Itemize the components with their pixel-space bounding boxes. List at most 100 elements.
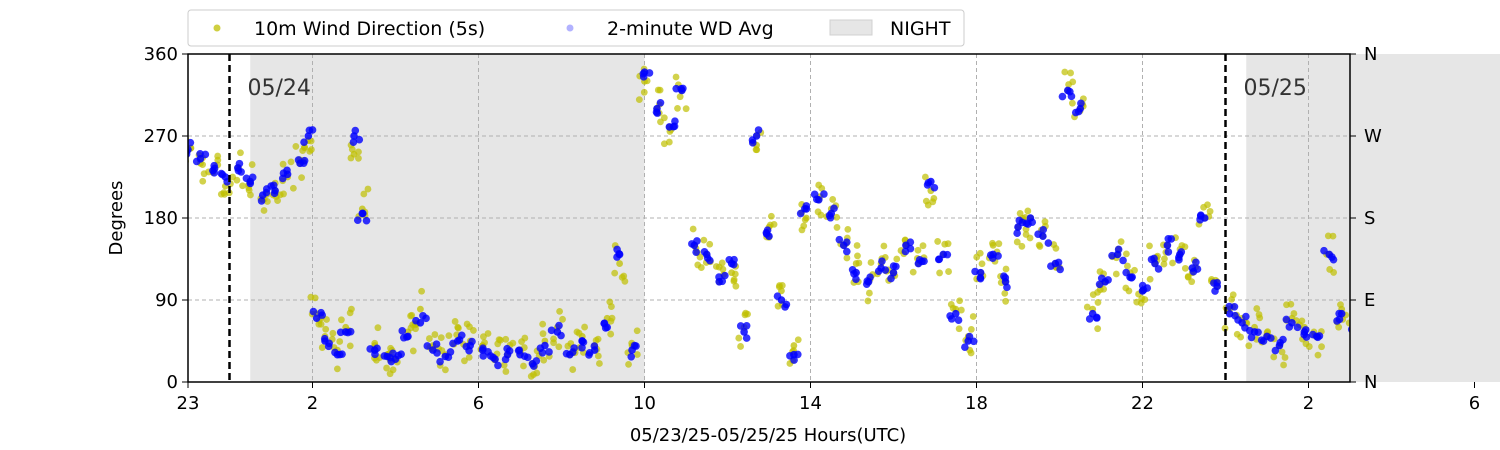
data-point (331, 348, 339, 357)
data-point (790, 342, 798, 349)
data-point (1257, 336, 1266, 344)
data-point (501, 355, 510, 364)
data-point (1123, 250, 1130, 258)
data-point (494, 361, 502, 370)
data-point (995, 240, 1003, 248)
data-point (596, 360, 603, 367)
data-point (1146, 275, 1154, 283)
data-point (353, 216, 362, 225)
axis-layer: 23261014182226101418222090180270360NESWN (144, 44, 1481, 414)
data-point (283, 166, 291, 175)
data-point (1281, 354, 1289, 361)
data-point (329, 329, 337, 337)
data-point (829, 196, 837, 203)
data-point (1245, 326, 1254, 335)
legend-marker (213, 24, 221, 32)
data-point (523, 353, 532, 362)
y-tick-label: 90 (155, 290, 178, 311)
data-point (466, 323, 473, 331)
data-point (767, 212, 775, 220)
data-point (801, 216, 809, 224)
data-point (1279, 335, 1287, 344)
data-point (306, 147, 314, 155)
data-point (1225, 302, 1234, 311)
data-point (412, 316, 420, 325)
data-point (862, 280, 871, 288)
data-point (1035, 241, 1043, 249)
legend-box (187, 9, 965, 47)
x-tick-label: 10 (633, 393, 656, 414)
data-point (1067, 69, 1074, 77)
data-point (556, 307, 563, 315)
data-point (854, 252, 861, 260)
data-point (347, 154, 355, 162)
data-point (718, 259, 726, 267)
data-point (260, 207, 268, 214)
data-point (1044, 239, 1053, 247)
data-point (245, 186, 253, 194)
data-point (994, 252, 1002, 260)
data-point (735, 334, 743, 342)
data-point (364, 185, 372, 193)
data-point (1253, 305, 1261, 312)
data-point (371, 350, 379, 359)
data-point (696, 253, 704, 261)
data-point (518, 338, 525, 346)
data-point (1335, 309, 1343, 318)
data-point (355, 148, 362, 156)
data-point (333, 365, 341, 373)
data-point (1124, 262, 1131, 270)
data-point (652, 108, 661, 116)
data-point (606, 298, 614, 306)
data-point (1022, 231, 1030, 238)
data-point (1188, 278, 1196, 286)
data-point (351, 126, 360, 135)
data-point (1163, 241, 1172, 250)
data-point (867, 259, 875, 266)
data-point (600, 319, 609, 327)
data-point (1335, 323, 1343, 331)
data-point (1125, 287, 1133, 295)
data-point (436, 357, 444, 366)
x-tick-label: 2 (1303, 393, 1314, 414)
data-point (446, 348, 455, 356)
x-tick-label: 22 (1131, 393, 1154, 414)
data-point (279, 160, 287, 168)
data-point (1108, 251, 1116, 260)
data-point (423, 342, 432, 350)
x-tick-label: 6 (473, 393, 484, 414)
data-point (1133, 298, 1141, 306)
data-point (322, 325, 330, 333)
x-tick-label: 23 (177, 393, 200, 414)
data-point (383, 364, 390, 372)
compass-tick-label: E (1364, 290, 1375, 311)
data-point (1024, 207, 1032, 215)
data-point (532, 357, 541, 365)
data-point (1189, 267, 1198, 276)
data-point (468, 337, 476, 346)
data-point (635, 96, 643, 103)
data-point (1054, 258, 1063, 267)
data-point (336, 338, 344, 345)
data-point (1001, 289, 1009, 297)
data-point (299, 147, 307, 155)
data-point (748, 139, 757, 147)
data-point (969, 337, 978, 346)
data-point (346, 327, 355, 336)
data-point (692, 248, 700, 256)
data-point (1267, 334, 1275, 342)
data-point (309, 307, 318, 316)
data-point (409, 347, 417, 355)
data-point (1092, 314, 1101, 322)
data-point (909, 268, 917, 276)
data-point (955, 325, 963, 333)
data-point (956, 297, 964, 305)
data-point (660, 140, 668, 148)
data-point (820, 190, 828, 198)
x-tick-label: 2 (307, 393, 318, 414)
x-tick-label: 14 (799, 393, 822, 414)
data-point (269, 181, 278, 190)
data-point (945, 268, 952, 275)
data-point (575, 329, 583, 337)
data-point (366, 345, 374, 353)
